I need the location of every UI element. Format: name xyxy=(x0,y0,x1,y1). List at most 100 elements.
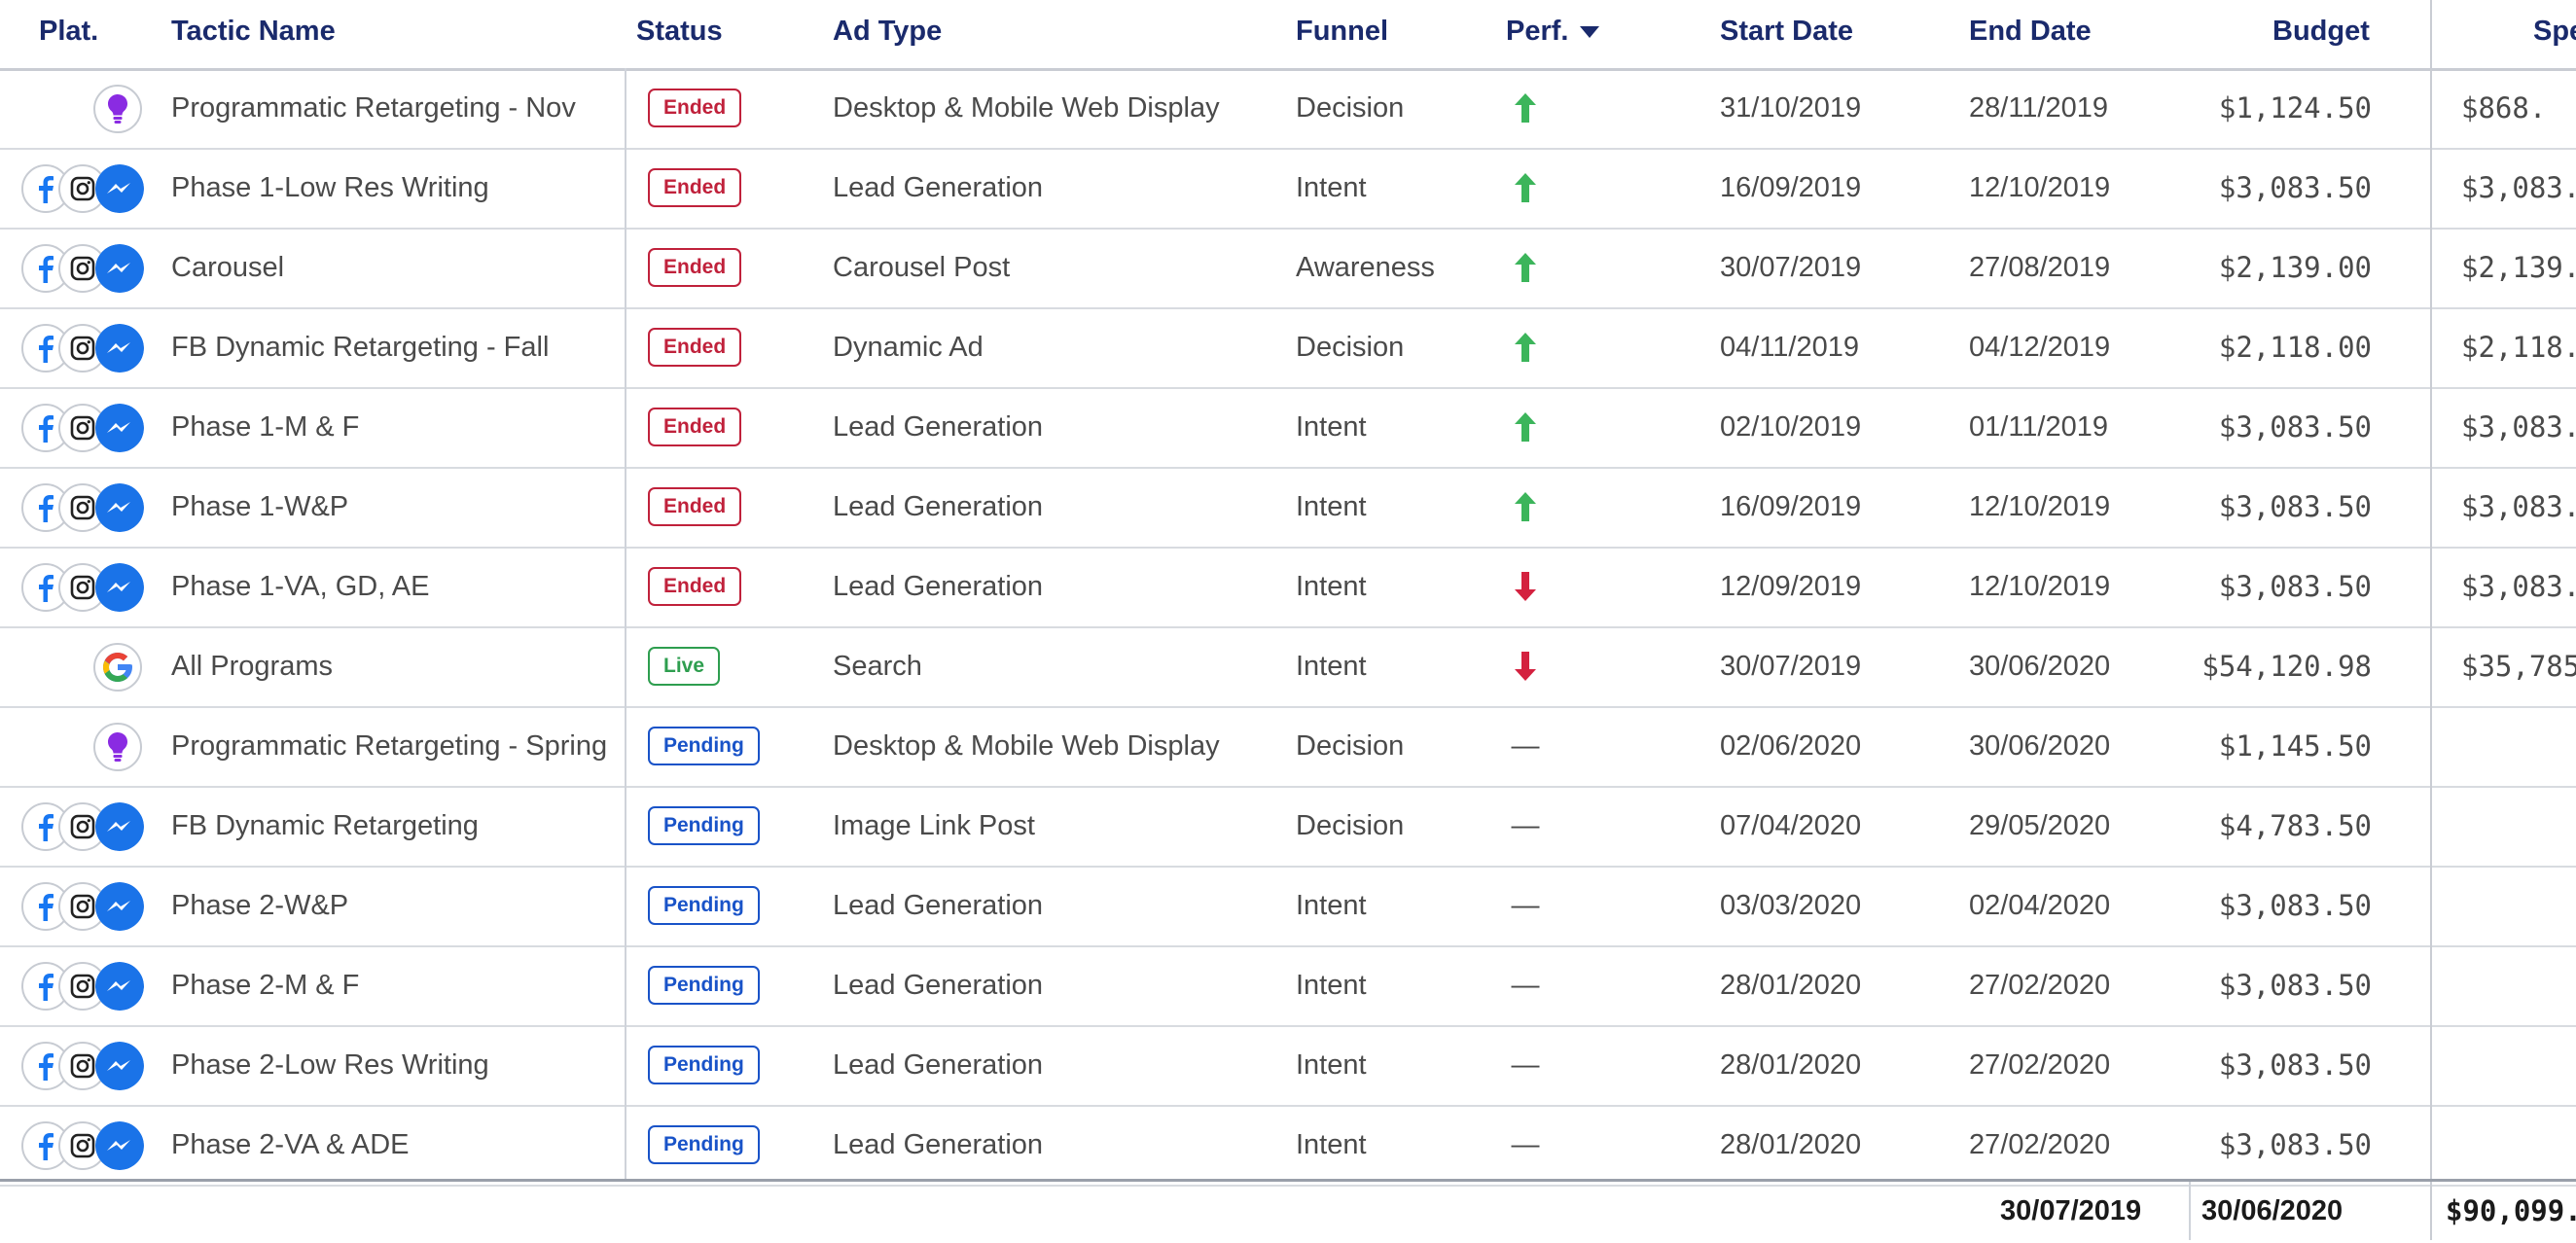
tactic-name: Phase 1-W&P xyxy=(171,491,349,522)
funnel-stage: Intent xyxy=(1296,411,1367,443)
spend-amount: $3,083. xyxy=(2461,570,2576,603)
budget-amount: $3,083.50 xyxy=(2218,570,2372,603)
col-header-end-date[interactable]: End Date xyxy=(1969,16,2092,47)
tactic-name: Phase 2-Low Res Writing xyxy=(171,1049,489,1081)
col-header-budget[interactable]: Budget xyxy=(2272,16,2370,47)
table-row[interactable]: Phase 1-VA, GD, AE Ended Lead Generation In… xyxy=(0,547,2576,628)
status-badge: Pending xyxy=(648,1125,760,1164)
start-date: 07/04/2020 xyxy=(1720,810,1862,841)
budget-amount: $2,139.00 xyxy=(2218,251,2372,284)
start-date: 04/11/2019 xyxy=(1720,332,1859,363)
table-row[interactable]: Carousel Ended Carousel Post Awareness 30/07… xyxy=(0,228,2576,309)
perf-none: — xyxy=(1506,945,1545,1025)
ad-type: Lead Generation xyxy=(833,970,1044,1001)
start-date: 30/07/2019 xyxy=(1720,252,1862,283)
start-date: 31/10/2019 xyxy=(1720,92,1862,124)
end-date: 30/06/2020 xyxy=(1969,651,2111,682)
table-row[interactable]: FB Dynamic Retargeting - Fall Ended Dynami… xyxy=(0,307,2576,389)
end-date: 29/05/2020 xyxy=(1969,810,2111,841)
perf-down-arrow-icon xyxy=(1506,547,1545,626)
messenger-icon xyxy=(95,802,144,851)
end-date: 02/04/2020 xyxy=(1969,890,2111,921)
funnel-stage: Intent xyxy=(1296,491,1367,522)
col-header-platform[interactable]: Plat. xyxy=(39,16,99,47)
table-row[interactable]: Phase 1-M & F Ended Lead Generation Intent 0… xyxy=(0,387,2576,469)
ad-type: Search xyxy=(833,651,922,682)
budget-amount: $3,083.50 xyxy=(2218,1128,2372,1161)
platform-icons xyxy=(0,68,156,148)
status-badge: Ended xyxy=(648,408,742,446)
messenger-icon xyxy=(95,1042,144,1090)
perf-up-arrow-icon xyxy=(1506,387,1545,467)
end-date: 04/12/2019 xyxy=(1969,332,2111,363)
budget-amount: $3,083.50 xyxy=(2218,1048,2372,1082)
spend-amount: $2,118. xyxy=(2461,331,2576,364)
start-date: 03/03/2020 xyxy=(1720,890,1862,921)
tactic-name: Phase 1-M & F xyxy=(171,411,360,443)
table-row[interactable]: Phase 2-W&P Pending Lead Generation Intent —… xyxy=(0,866,2576,947)
col-header-status[interactable]: Status xyxy=(636,16,723,47)
spend-amount: $35,785. xyxy=(2461,650,2576,683)
perf-dash: — xyxy=(1511,889,1540,921)
ad-type: Lead Generation xyxy=(833,890,1044,921)
tactic-name: Phase 2-W&P xyxy=(171,890,349,921)
spend-amount: $3,083. xyxy=(2461,171,2576,204)
budget-amount: $1,124.50 xyxy=(2218,91,2372,124)
messenger-icon xyxy=(95,324,144,373)
platform-icons xyxy=(0,706,156,786)
ad-type: Lead Generation xyxy=(833,1129,1044,1160)
table-row[interactable]: Phase 1-Low Res Writing Ended Lead Generat… xyxy=(0,148,2576,230)
budget-amount: $3,083.50 xyxy=(2218,171,2372,204)
start-date: 16/09/2019 xyxy=(1720,491,1862,522)
end-date: 12/10/2019 xyxy=(1969,571,2111,602)
tactic-name: Carousel xyxy=(171,252,285,283)
table-row[interactable]: FB Dynamic Retargeting Pending Image Link … xyxy=(0,786,2576,868)
column-divider xyxy=(2430,0,2432,1240)
col-header-spend[interactable]: Spe xyxy=(2533,16,2576,47)
table-row[interactable]: Programmatic Retargeting - Nov Ended Deskt… xyxy=(0,68,2576,150)
table-row[interactable]: Phase 2-M & F Pending Lead Generation Inten… xyxy=(0,945,2576,1027)
messenger-icon xyxy=(95,244,144,293)
column-divider xyxy=(2189,1182,2191,1240)
end-date: 01/11/2019 xyxy=(1969,411,2108,443)
perf-none: — xyxy=(1506,706,1545,786)
funnel-stage: Intent xyxy=(1296,1049,1367,1081)
table-row[interactable]: All Programs Live Search Intent 30/07/2019 30… xyxy=(0,626,2576,708)
budget-amount: $3,083.50 xyxy=(2218,490,2372,523)
funnel-stage: Intent xyxy=(1296,970,1367,1001)
perf-none: — xyxy=(1506,866,1545,945)
lightbulb-icon xyxy=(93,723,142,771)
end-date: 27/02/2020 xyxy=(1969,1129,2111,1160)
start-date: 28/01/2020 xyxy=(1720,1129,1862,1160)
end-date: 28/11/2019 xyxy=(1969,92,2108,124)
table-row[interactable]: Programmatic Retargeting - Spring Pending… xyxy=(0,706,2576,788)
start-date: 16/09/2019 xyxy=(1720,172,1862,203)
start-date: 12/09/2019 xyxy=(1720,571,1862,602)
col-header-ad-type[interactable]: Ad Type xyxy=(833,16,943,47)
footer-start-date: 30/07/2019 xyxy=(2000,1195,2142,1226)
ad-type: Image Link Post xyxy=(833,810,1035,841)
start-date: 28/01/2020 xyxy=(1720,970,1862,1001)
ad-type: Lead Generation xyxy=(833,1049,1044,1081)
tactic-name: FB Dynamic Retargeting - Fall xyxy=(171,332,550,363)
table-footer: 30/07/2019 30/06/2020 $90,099. xyxy=(0,1179,2576,1243)
col-header-perf[interactable]: Perf. xyxy=(1506,0,1600,62)
messenger-icon xyxy=(95,483,144,532)
perf-up-arrow-icon xyxy=(1506,467,1545,547)
platform-icons xyxy=(0,945,156,1025)
funnel-stage: Intent xyxy=(1296,651,1367,682)
ad-type: Dynamic Ad xyxy=(833,332,984,363)
end-date: 27/02/2020 xyxy=(1969,1049,2111,1081)
col-header-funnel[interactable]: Funnel xyxy=(1296,16,1389,47)
platform-icons xyxy=(0,307,156,387)
start-date: 02/10/2019 xyxy=(1720,411,1862,443)
table-row[interactable]: Phase 1-W&P Ended Lead Generation Intent 16/… xyxy=(0,467,2576,549)
spend-amount: $868. xyxy=(2461,91,2547,124)
end-date: 12/10/2019 xyxy=(1969,172,2111,203)
table-row[interactable]: Phase 2-VA & ADE Pending Lead Generation In… xyxy=(0,1105,2576,1187)
col-header-tactic-name[interactable]: Tactic Name xyxy=(171,16,336,47)
messenger-icon xyxy=(95,882,144,931)
perf-none: — xyxy=(1506,786,1545,866)
col-header-start-date[interactable]: Start Date xyxy=(1720,16,1853,47)
table-row[interactable]: Phase 2-Low Res Writing Pending Lead Gener… xyxy=(0,1025,2576,1107)
